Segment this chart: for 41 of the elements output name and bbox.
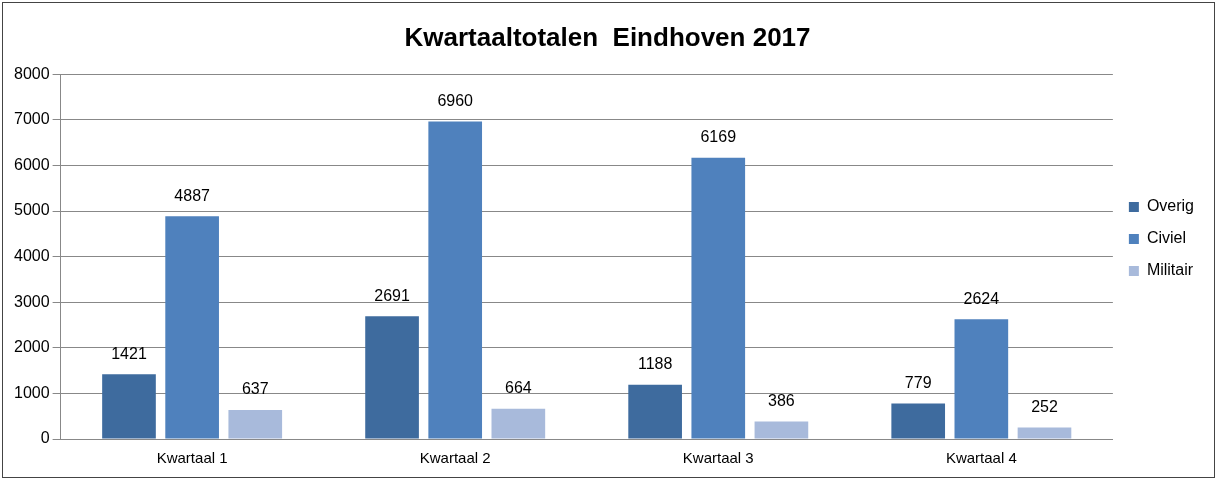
bar (891, 403, 946, 439)
data-label: 386 (768, 391, 795, 409)
x-tick-label: Kwartaal 1 (156, 449, 228, 467)
y-tick-label: 0 (40, 429, 50, 447)
data-label: 6169 (700, 128, 737, 146)
legend-label: Militair (1146, 261, 1194, 279)
bar (165, 216, 219, 439)
bar (1017, 427, 1072, 439)
y-tick-label: 5000 (14, 201, 50, 219)
data-label: 637 (241, 380, 269, 398)
bar (228, 409, 283, 439)
data-label: 252 (1031, 397, 1058, 415)
data-label: 2624 (963, 289, 1000, 307)
bar (691, 157, 746, 439)
y-tick-label: 3000 (14, 292, 50, 310)
x-tick-label: Kwartaal 2 (419, 449, 491, 467)
data-label: 6960 (437, 92, 474, 110)
y-tick-label: 8000 (14, 64, 50, 82)
bar (628, 384, 682, 439)
data-label: 4887 (174, 186, 211, 204)
legend-label: Overig (1146, 197, 1194, 215)
legend-label: Civiel (1146, 229, 1186, 247)
data-label: 779 (904, 373, 932, 391)
bar (102, 374, 156, 439)
data-label: 664 (504, 379, 532, 397)
y-tick-label: 7000 (14, 110, 50, 128)
x-tick-label: Kwartaal 3 (682, 449, 754, 467)
bar (428, 121, 483, 439)
data-label: 1188 (637, 355, 673, 373)
y-tick-label: 6000 (14, 155, 50, 173)
y-tick-label: 2000 (14, 338, 50, 356)
y-tick-label: 1000 (14, 383, 50, 401)
bar (491, 408, 546, 439)
bar (954, 319, 1009, 439)
x-tick-label: Kwartaal 4 (945, 449, 1017, 467)
data-label: 1421 (111, 344, 147, 362)
y-tick-label: 4000 (14, 247, 50, 265)
bar (754, 421, 809, 439)
bar (365, 316, 419, 439)
data-label: 2691 (374, 286, 410, 304)
chart-title: Kwartaaltotalen Eindhoven 2017 (404, 21, 811, 52)
